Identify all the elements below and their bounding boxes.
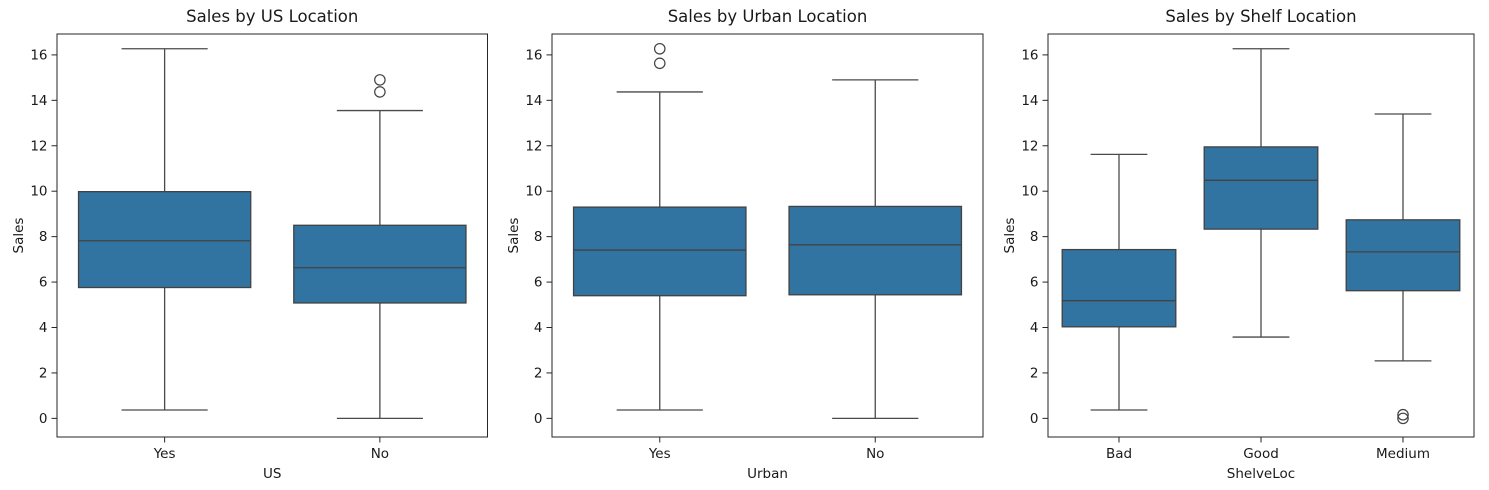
y-axis-label: Sales xyxy=(11,218,27,254)
outlier-point xyxy=(374,74,386,86)
outlier-point xyxy=(374,86,386,98)
y-tick-label: 16 xyxy=(525,47,542,63)
y-tick-label: 2 xyxy=(39,365,48,381)
y-tick-label: 6 xyxy=(534,275,543,291)
iqr-box xyxy=(788,205,963,296)
box-us-yes: Yes xyxy=(77,48,252,462)
subplot-title: Sales by US Location xyxy=(186,7,358,26)
outlier-point xyxy=(653,57,666,70)
box-us-no: No xyxy=(293,74,467,462)
y-tick-label: 12 xyxy=(30,138,47,154)
box-urban-no: No xyxy=(788,79,963,462)
y-tick-label: 8 xyxy=(534,229,543,245)
iqr-box xyxy=(77,191,252,289)
subplot-sales-by-urban: 0 2 4 6 8 10 12 14 16 Yes No Sales by Urban Locatio… xyxy=(506,7,984,482)
x-tick-label: Yes xyxy=(648,446,671,462)
box-shelveloc-bad: Bad xyxy=(1061,153,1177,462)
y-tick-label: 14 xyxy=(30,93,47,109)
y-tick-label: 6 xyxy=(39,275,48,291)
axes-frame xyxy=(1047,33,1475,438)
x-axis-label: US xyxy=(263,466,281,482)
subplot-title: Sales by Urban Location xyxy=(668,7,868,26)
subplot-title: Sales by Shelf Location xyxy=(1165,7,1356,26)
iqr-box xyxy=(1345,219,1461,292)
y-tick-label: 10 xyxy=(1021,184,1038,200)
y-tick-label: 4 xyxy=(1030,320,1039,336)
y-tick-label: 2 xyxy=(534,365,543,381)
y-tick-label: 10 xyxy=(525,184,542,200)
x-tick-label: Yes xyxy=(153,446,176,462)
x-tick-label: Bad xyxy=(1106,446,1132,462)
y-tick-label: 0 xyxy=(39,411,48,427)
y-axis-label: Sales xyxy=(506,218,522,254)
outlier-point xyxy=(653,42,666,55)
y-tick-label: 4 xyxy=(39,320,48,336)
outlier-point xyxy=(1397,408,1409,421)
x-tick-label: Good xyxy=(1243,446,1279,462)
x-tick-label: No xyxy=(866,446,884,462)
y-tick-label: 16 xyxy=(1021,47,1038,63)
x-tick-label: No xyxy=(371,446,389,462)
y-tick-label: 6 xyxy=(1030,275,1039,291)
box-shelveloc-good: Good xyxy=(1203,48,1319,462)
y-tick-label: 8 xyxy=(39,229,48,245)
y-tick-label: 14 xyxy=(525,93,542,109)
y-tick-label: 10 xyxy=(30,184,47,200)
iqr-box xyxy=(293,224,467,304)
outlier-point xyxy=(1397,412,1409,425)
y-tick-label: 14 xyxy=(1021,93,1038,109)
y-tick-label: 2 xyxy=(1030,365,1039,381)
axes-frame xyxy=(551,33,984,438)
box-shelveloc-medium: Medium xyxy=(1345,113,1461,462)
y-tick-label: 8 xyxy=(1030,229,1039,245)
subplot-sales-by-us: 0 2 4 6 8 10 12 14 16 Yes No Sales by US Location US… xyxy=(11,7,488,482)
axes-frame xyxy=(56,33,488,438)
box-urban-yes: Yes xyxy=(572,42,747,462)
y-tick-label: 12 xyxy=(1021,138,1038,154)
y-tick-label: 12 xyxy=(525,138,542,154)
iqr-box xyxy=(1061,248,1177,328)
y-tick-label: 4 xyxy=(534,320,543,336)
x-tick-label: Medium xyxy=(1376,446,1430,462)
y-tick-label: 0 xyxy=(1030,411,1039,427)
y-axis-label: Sales xyxy=(1002,218,1018,254)
iqr-box xyxy=(1203,146,1319,230)
x-axis-label: ShelveLoc xyxy=(1227,466,1295,482)
subplot-sales-by-shelveloc: 0 2 4 6 8 10 12 14 16 Bad Good Medium Sales by Shelf… xyxy=(1002,7,1475,482)
iqr-box xyxy=(572,206,747,297)
x-axis-label: Urban xyxy=(747,466,788,482)
y-tick-label: 16 xyxy=(30,47,47,63)
y-tick-label: 0 xyxy=(534,411,543,427)
